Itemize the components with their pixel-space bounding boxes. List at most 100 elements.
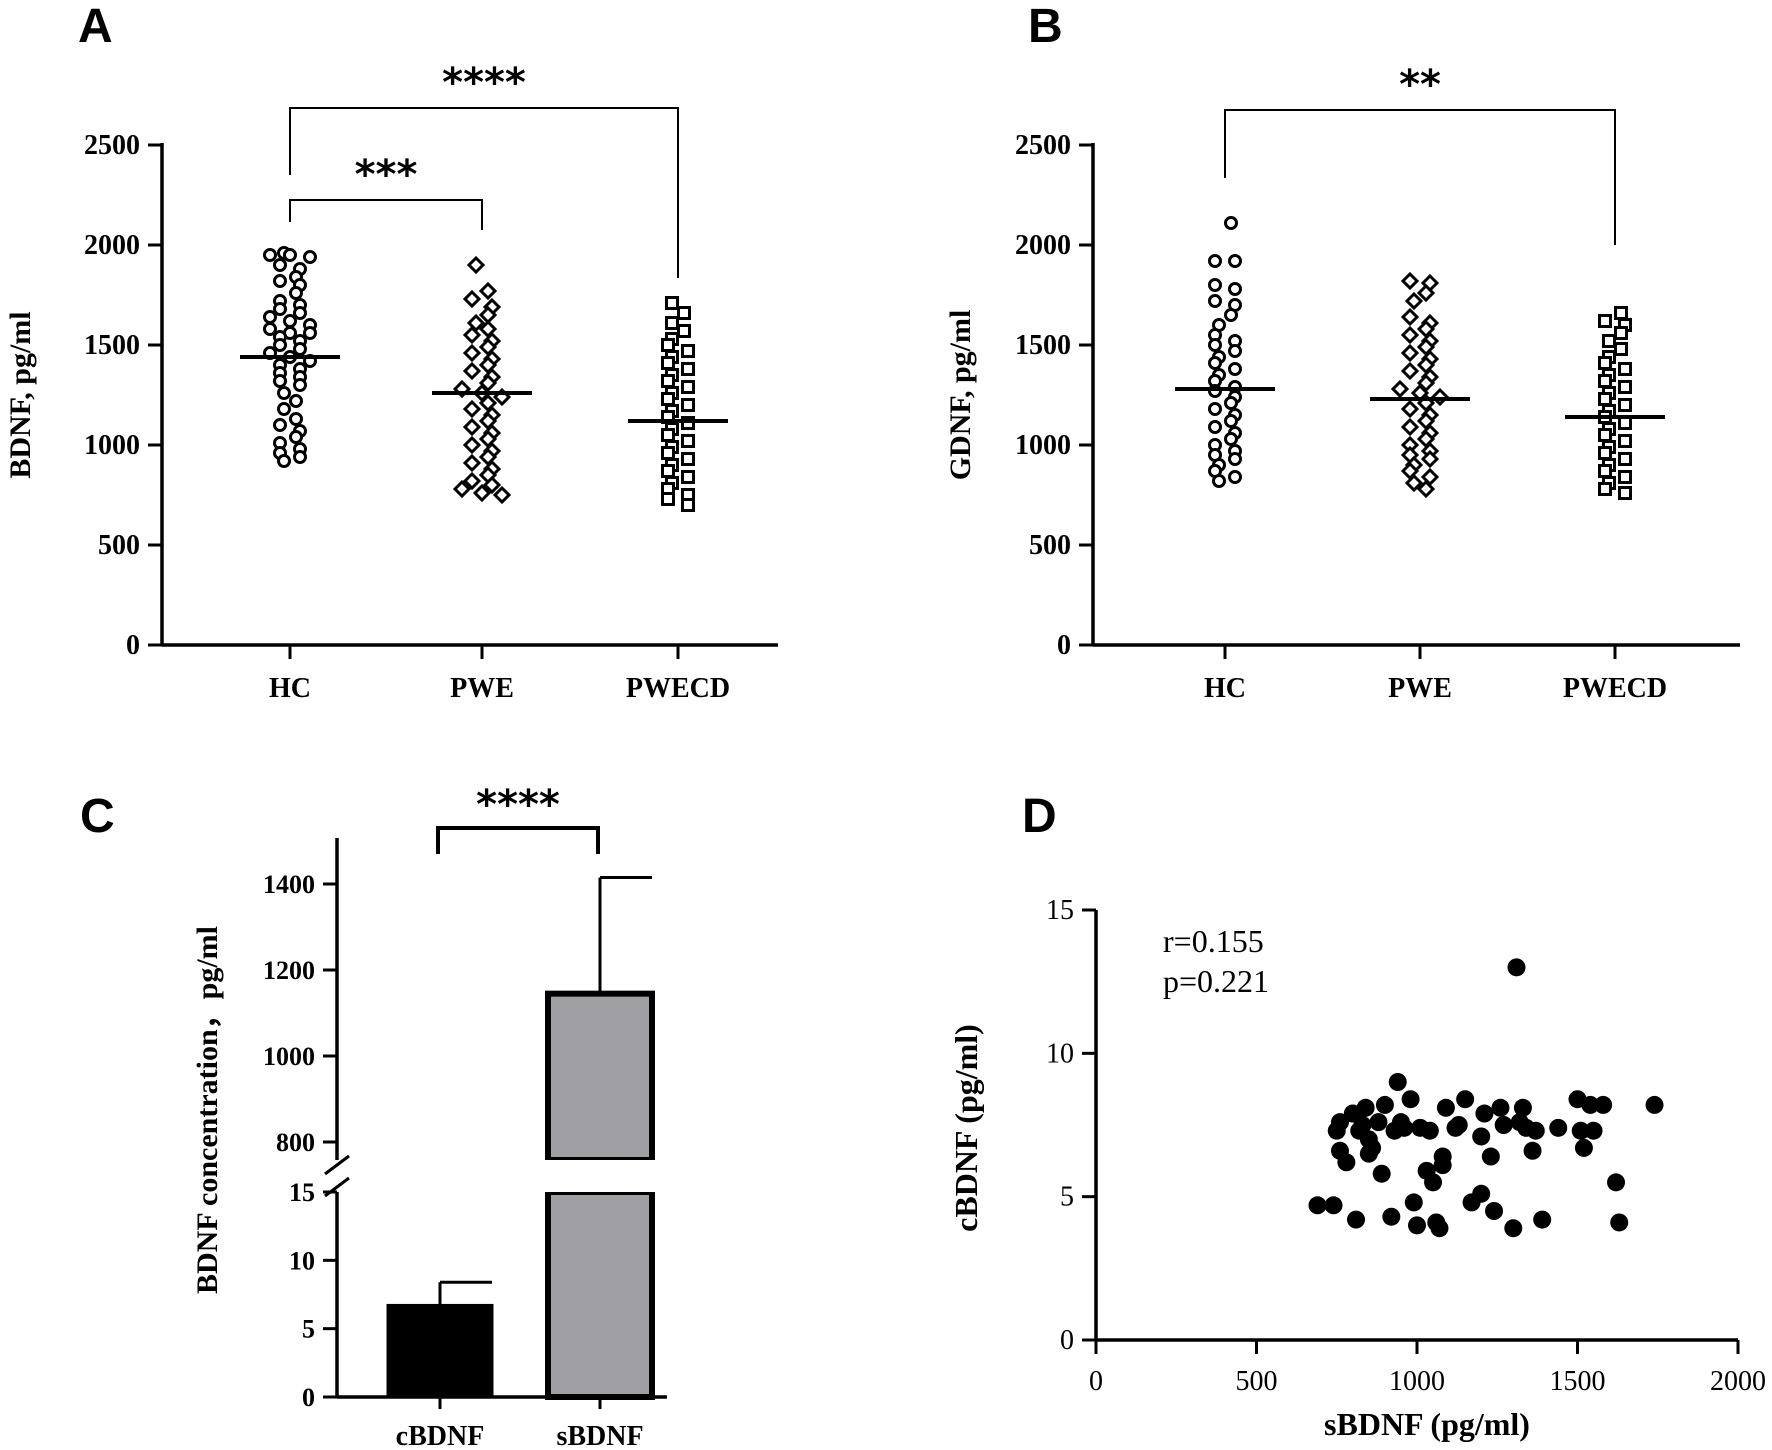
axis-break-mark <box>324 1154 350 1176</box>
panel-label-a: A <box>78 0 113 53</box>
data-point <box>1494 1116 1513 1134</box>
data-point <box>1549 1118 1568 1137</box>
data-point-square <box>661 356 675 370</box>
data-point-square <box>681 362 695 376</box>
data-point-circle <box>293 378 307 392</box>
data-point-square <box>1614 306 1628 320</box>
data-point <box>1408 1216 1426 1235</box>
data-point-square <box>1618 362 1632 376</box>
data-point-square <box>1598 482 1612 496</box>
data-point-square <box>661 446 675 460</box>
x-tick-label: PWE <box>450 673 514 704</box>
data-point <box>1388 1073 1407 1091</box>
data-point-square <box>1618 470 1632 484</box>
data-point <box>1526 1121 1545 1140</box>
data-point-circle <box>263 322 277 336</box>
data-point-circle <box>273 302 287 316</box>
data-point-diamond <box>462 453 482 473</box>
y-tick-label: 1000 <box>263 1042 315 1071</box>
data-point-circle <box>289 286 303 300</box>
data-point <box>1337 1153 1356 1172</box>
y-tick-label: 0 <box>302 1383 315 1412</box>
panel-a-chart: 0 500 1000 1500 2000 2500 BDNF, pg/ml HC PWE PWEC… <box>4 60 778 704</box>
data-point-circle <box>1228 254 1242 268</box>
data-point <box>1369 1113 1388 1132</box>
data-point <box>1436 1098 1455 1117</box>
y-tick-label: 2000 <box>84 230 140 261</box>
data-point-diamond <box>1400 417 1420 437</box>
y-tick-label: 5 <box>302 1315 315 1344</box>
panel-d-chart: 0 5 10 15 0 500 1000 1500 2000 sBDNF (pg/ml) cBDNF… <box>948 895 1766 1442</box>
data-point-square <box>1618 434 1632 448</box>
significance-stars: *** <box>355 152 418 198</box>
y-tick-label: 0 <box>1060 1325 1074 1356</box>
data-point-diamond <box>1400 271 1420 291</box>
x-tick-label: 0 <box>1089 1366 1103 1397</box>
data-point <box>1382 1207 1401 1226</box>
y-tick-label: 500 <box>1029 530 1071 561</box>
data-point-diamond <box>1416 283 1436 303</box>
data-point-circle <box>303 250 317 264</box>
data-point <box>1401 1090 1420 1109</box>
data-point-diamond <box>1400 325 1420 345</box>
data-point-square <box>661 428 675 442</box>
correlation-r: r=0.155 <box>1163 923 1264 959</box>
data-point <box>1433 1156 1452 1175</box>
y-tick-label: 0 <box>1057 630 1071 661</box>
data-point <box>1330 1113 1349 1132</box>
data-point <box>1456 1090 1475 1109</box>
data-point-square <box>1618 486 1632 500</box>
data-point-square <box>1598 464 1612 478</box>
x-tick-label: 500 <box>1236 1366 1278 1397</box>
data-point-diamond <box>462 361 482 381</box>
x-tick-label: PWECD <box>1563 673 1667 704</box>
data-point-diamond <box>462 435 482 455</box>
data-point-circle <box>1224 396 1238 410</box>
significance-stars: **** <box>442 60 526 106</box>
data-point-circle <box>289 394 303 408</box>
data-point-circle <box>293 450 307 464</box>
y-tick-label: 1200 <box>263 956 315 985</box>
data-point-circle <box>277 386 291 400</box>
data-point <box>1504 1219 1523 1238</box>
data-point-square <box>665 296 679 310</box>
data-point-square <box>1598 356 1612 370</box>
x-tick-label: HC <box>1204 673 1246 704</box>
data-point-square <box>1598 374 1612 388</box>
data-point-square <box>681 344 695 358</box>
data-point-diamond <box>1390 379 1410 399</box>
data-point-square <box>661 338 675 352</box>
data-point-circle <box>1208 402 1222 416</box>
significance-bracket <box>289 199 483 230</box>
data-point-circle <box>283 248 297 262</box>
data-point <box>1353 1116 1372 1134</box>
data-point <box>1485 1202 1504 1220</box>
data-point-circle <box>273 374 287 388</box>
data-point-circle <box>289 430 303 444</box>
y-tick-label: 1000 <box>1015 430 1071 461</box>
panel-label-d: D <box>1022 790 1057 843</box>
y-tick-label: 500 <box>98 530 140 561</box>
data-point-circle <box>1208 356 1222 370</box>
y-tick-label: 15 <box>289 1178 315 1207</box>
x-tick-label: HC <box>269 673 311 704</box>
x-tick-label: 1500 <box>1550 1366 1606 1397</box>
bar-cbdnf <box>386 1303 494 1399</box>
x-tick-label: PWECD <box>626 673 730 704</box>
x-tick-label: sBDNF <box>556 1421 643 1450</box>
data-point-diamond <box>462 417 482 437</box>
y-tick-label: 1500 <box>84 330 140 361</box>
data-point <box>1372 1164 1391 1183</box>
bar-sbdnf-upper <box>545 990 655 1164</box>
data-point-circle <box>273 418 287 432</box>
panel-b-chart: 0 500 1000 1500 2000 2500 GDNF, pg/ml HC PWE PWEC… <box>944 62 1740 704</box>
data-point-diamond <box>472 483 492 503</box>
x-tick-label: PWE <box>1388 673 1452 704</box>
data-point <box>1491 1098 1510 1117</box>
data-point-diamond <box>462 289 482 309</box>
data-point-square <box>1598 446 1612 460</box>
data-point-circle <box>293 342 307 356</box>
y-tick-label: 15 <box>1046 895 1074 926</box>
significance-stars: **** <box>476 782 560 828</box>
